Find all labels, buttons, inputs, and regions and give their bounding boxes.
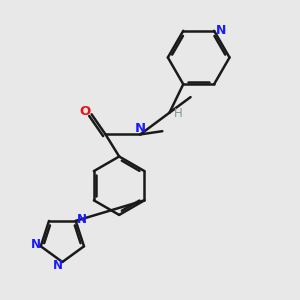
Text: N: N [216, 24, 226, 37]
Text: O: O [80, 105, 91, 118]
Text: N: N [77, 213, 87, 226]
Text: H: H [174, 107, 183, 121]
Text: N: N [31, 238, 40, 251]
Text: N: N [135, 122, 146, 135]
Text: N: N [53, 260, 63, 272]
